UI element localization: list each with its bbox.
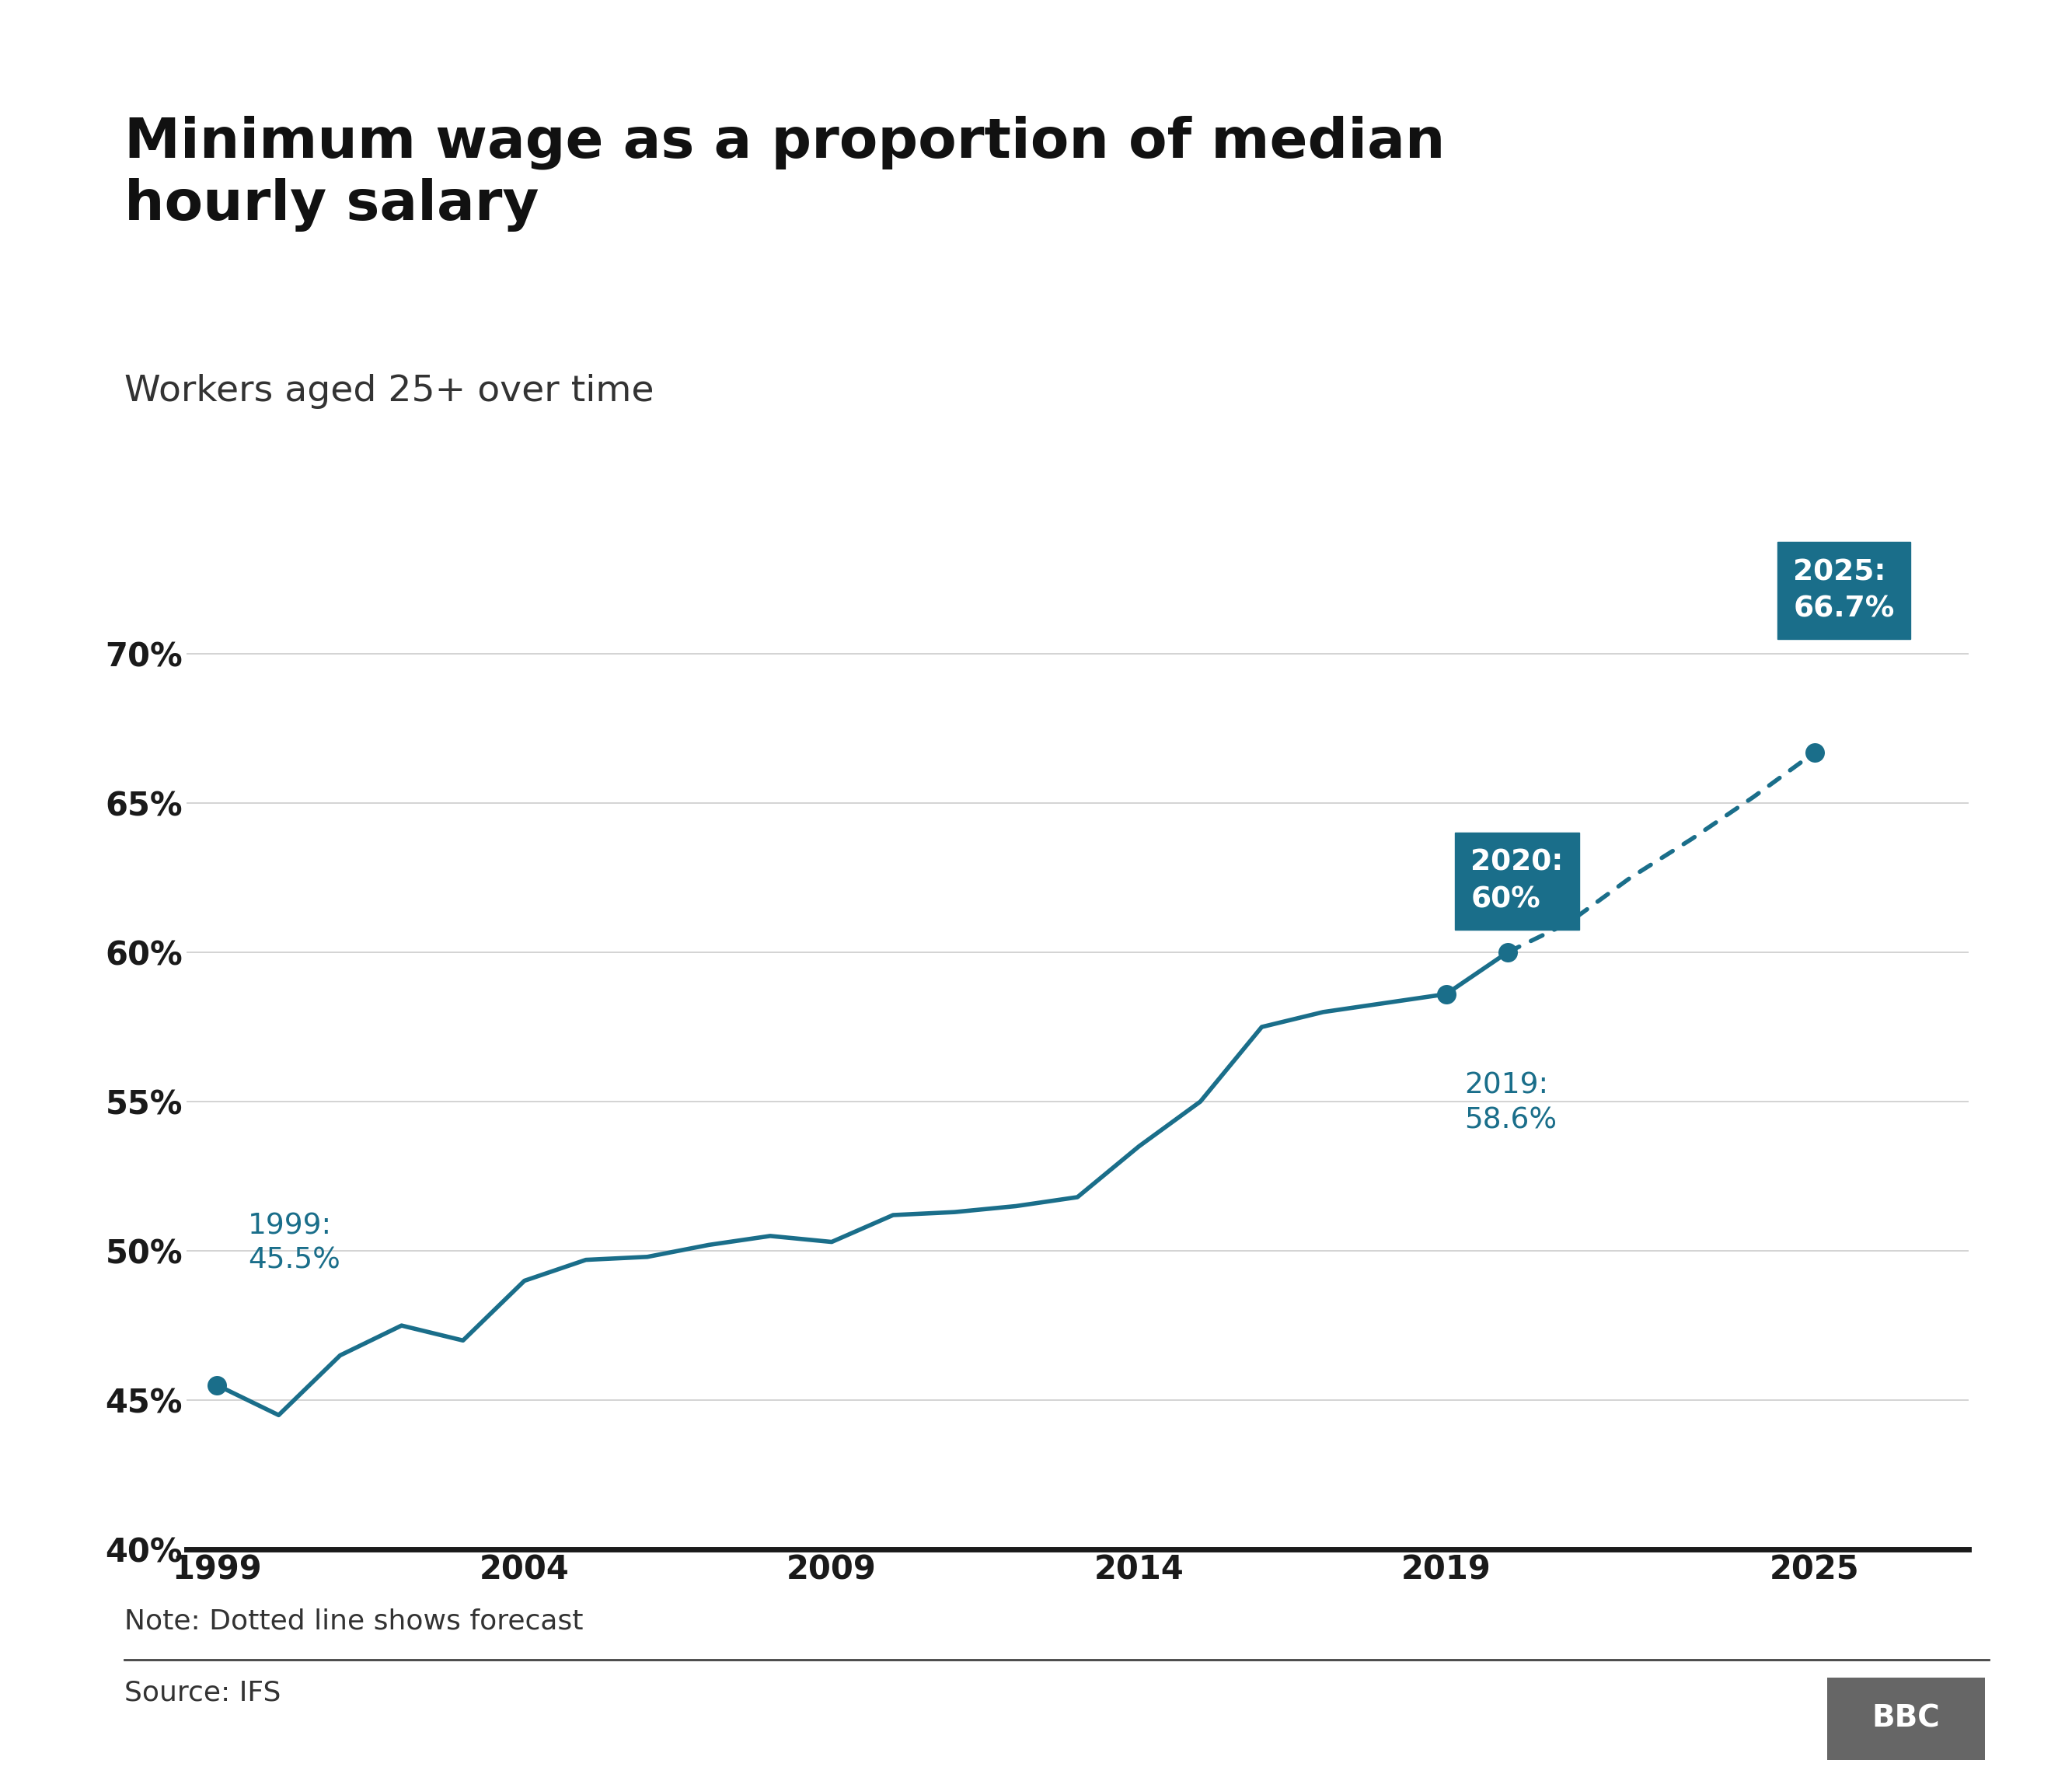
- Text: Source: IFS: Source: IFS: [124, 1679, 282, 1706]
- Text: 2020:
60%: 2020: 60%: [1471, 850, 1564, 914]
- Text: 1999:
45.5%: 1999: 45.5%: [249, 1213, 340, 1275]
- Text: Minimum wage as a proportion of median
hourly salary: Minimum wage as a proportion of median h…: [124, 116, 1444, 232]
- Text: Workers aged 25+ over time: Workers aged 25+ over time: [124, 374, 655, 410]
- Text: 2025:
66.7%: 2025: 66.7%: [1792, 557, 1894, 623]
- Text: BBC: BBC: [1873, 1704, 1939, 1733]
- Text: 2019:
58.6%: 2019: 58.6%: [1465, 1072, 1558, 1134]
- Text: Note: Dotted line shows forecast: Note: Dotted line shows forecast: [124, 1608, 582, 1635]
